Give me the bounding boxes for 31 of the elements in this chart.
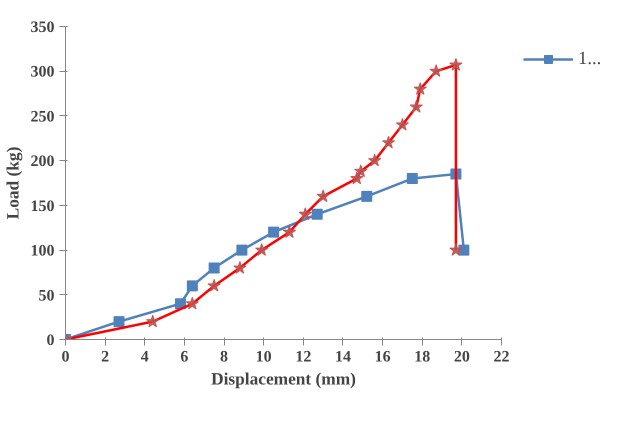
x-tick-label: 18 (414, 348, 430, 366)
y-axis-title: Load (kg) (4, 146, 22, 220)
y-tick-label: 250 (30, 108, 54, 126)
x-tick-label: 2 (101, 348, 110, 366)
y-tick-label: 0 (46, 332, 54, 349)
x-tick-label: 4 (140, 348, 149, 366)
point (236, 244, 248, 256)
x-tick-label: 12 (295, 348, 312, 366)
point (312, 208, 323, 220)
x-tick-label: 6 (180, 348, 188, 366)
x-tick-label: 10 (256, 348, 272, 366)
point (114, 316, 125, 328)
y-tick-label: 150 (30, 198, 54, 215)
y-tick-label: 100 (30, 242, 54, 260)
point (186, 280, 198, 292)
x-axis-title: Displacement (mm) (211, 370, 356, 388)
y-tick-label: 350 (30, 19, 54, 36)
point (208, 262, 220, 274)
point (406, 173, 418, 184)
x-tick-label: 0 (62, 348, 70, 366)
x-tick-label: 14 (334, 348, 351, 366)
y-tick-label: 200 (30, 153, 54, 170)
point (268, 226, 280, 238)
point (361, 190, 372, 202)
legend-label: 1... (578, 48, 602, 70)
y-tick-label: 300 (30, 64, 54, 81)
x-tick-label: 8 (220, 348, 228, 366)
x-tick-label: 20 (454, 348, 470, 366)
y-tick-label: 50 (38, 287, 54, 304)
x-tick-label: 22 (494, 348, 510, 366)
x-tick-label: 16 (374, 348, 391, 366)
